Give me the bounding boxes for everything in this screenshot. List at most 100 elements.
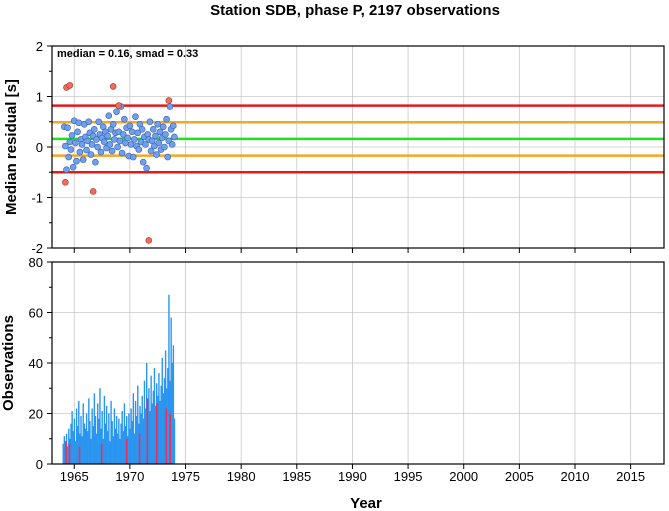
observation-bar [121,410,123,464]
outlier-point [145,237,153,244]
observation-bar [128,413,130,464]
residual-point [131,136,138,143]
x-tick-label: 1975 [171,469,200,484]
residual-point [161,143,168,151]
observation-bar [149,410,151,464]
observation-bar-highlight [165,408,168,464]
residual-point [106,141,114,148]
x-tick-label: 1990 [338,469,367,484]
observation-bar [113,408,116,464]
outlier-point [89,188,97,195]
residual-point [128,128,136,136]
residual-point [114,143,121,151]
y-tick-label: 2 [36,39,43,54]
observation-bar [74,441,77,464]
residual-point [75,119,83,127]
residual-point [154,120,162,128]
observation-bar [83,423,86,464]
residual-point [64,124,71,132]
observation-bar [107,431,109,464]
observation-bar-highlight [169,413,171,464]
observation-bar [102,438,104,464]
observation-bar [123,403,126,464]
y-tick-label: 20 [29,407,43,422]
observation-bar [124,426,127,464]
y-tick-label: 80 [29,255,43,270]
residual-point [113,108,120,115]
residual-point [163,115,170,123]
observation-bar [112,436,114,464]
observation-bar-highlight [138,433,141,464]
observation-bar [114,428,117,464]
observation-bar [117,433,119,464]
x-tick-label: 1965 [60,469,89,484]
residual-point [88,141,96,148]
observation-bar [91,408,93,464]
observation-bar [158,373,160,464]
residual-point [142,141,149,148]
residual-panel: median = 0.16, smad = 0.33 2 1 0 -1 -2 Median … [3,39,665,256]
residual-point [65,153,72,161]
residual-point [134,129,141,137]
observation-bar-highlight [155,403,158,464]
residual-point [129,153,137,161]
chart-title: Station SDB, phase P, 2197 observations [210,2,500,19]
residual-point [66,138,74,146]
observation-bar [143,380,146,464]
residual-point [69,163,77,171]
observation-bar [120,423,122,464]
residual-point [78,141,86,148]
observation-bar [161,357,163,464]
y-tick-label: 40 [29,356,43,371]
x-tick-label: 2005 [505,469,534,484]
observation-bar [164,350,167,464]
residual-point [76,148,84,156]
observation-bar [131,421,133,464]
observation-bar [157,395,159,464]
observation-bar [105,405,108,464]
observation-bar [122,431,125,464]
residual-point [143,164,150,172]
observation-bar [108,413,110,464]
residual-point [111,136,118,143]
residual-point [105,112,113,119]
residual-point [94,143,101,151]
observation-bar [78,400,80,464]
observation-bar [171,363,173,464]
residual-point [92,158,99,166]
observation-bar [159,400,161,464]
residual-point [67,146,75,153]
residual-point [63,166,70,174]
observation-bar [115,416,118,464]
observation-bar [153,368,156,464]
residual-point [87,151,95,158]
outlier-point [115,102,123,109]
residual-point [153,151,160,158]
x-tick-label: 1985 [282,469,311,484]
x-tick-label: 1980 [227,469,256,484]
observation-bar-highlight [65,441,67,464]
observation-bar [93,393,96,464]
x-axis-label: Year [350,495,382,511]
outlier-point [109,83,117,90]
observation-bar [92,426,94,464]
observation-bar [63,436,66,464]
residual-point [72,139,79,147]
observation-bar-highlight [68,443,71,464]
observation-bar [135,416,138,464]
observation-bar [144,408,147,464]
observation-bar [160,385,162,464]
observation-bar [148,388,150,464]
observation-bar [104,423,107,464]
x-tick-label: 1970 [115,469,144,484]
observation-bar [76,426,79,464]
x-tick-label: 1995 [394,469,423,484]
observation-bar [90,438,92,464]
observation-bar [89,421,91,464]
observation-bar [162,393,165,464]
y-axis-label: Observations [0,315,17,411]
observation-bar [173,418,176,464]
observation-bar [111,421,113,464]
residual-point [85,118,93,126]
